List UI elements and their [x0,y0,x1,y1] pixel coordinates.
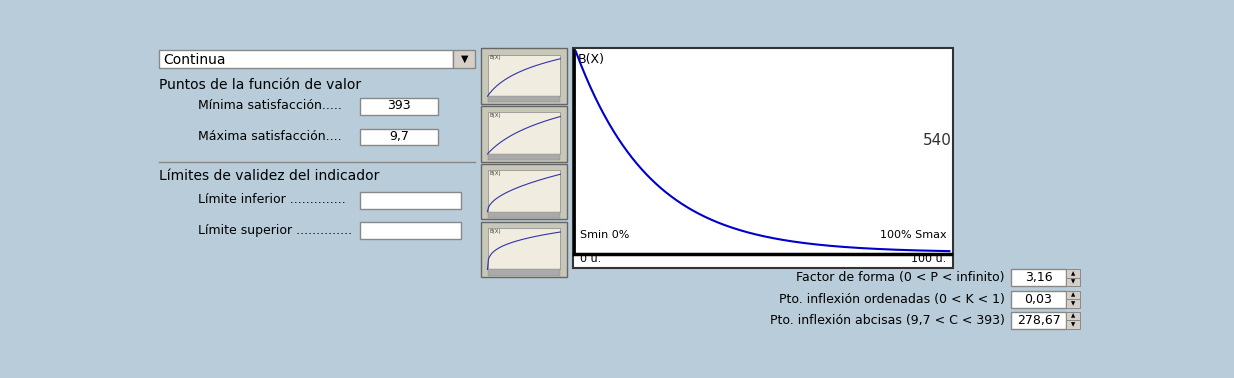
Text: B(X): B(X) [489,55,501,60]
Bar [481,48,566,104]
Bar [487,96,560,102]
Text: ▼: ▼ [1071,280,1076,285]
Bar [487,170,560,212]
Text: Límites de validez del indicador: Límites de validez del indicador [159,169,379,183]
Text: B(X): B(X) [489,113,501,118]
Bar [453,50,475,68]
Text: Mínima satisfacción.....: Mínima satisfacción..... [197,99,342,112]
Text: Pto. inflexión ordenadas (0 < K < 1): Pto. inflexión ordenadas (0 < K < 1) [779,293,1004,306]
Text: Smin 0%: Smin 0% [580,230,629,240]
Bar [1066,278,1081,287]
Bar [360,129,438,146]
Text: Límite inferior ..............: Límite inferior .............. [197,193,346,206]
Bar [481,164,566,219]
Bar [481,106,566,162]
Text: 100 u.: 100 u. [911,254,946,264]
Bar [1066,312,1081,320]
Text: 3,16: 3,16 [1024,271,1053,284]
Text: Máxima satisfacción....: Máxima satisfacción.... [197,130,342,143]
Bar [1011,270,1066,287]
Bar [487,154,560,160]
Text: Factor de forma (0 < P < infinito): Factor de forma (0 < P < infinito) [796,271,1004,284]
Text: ▼: ▼ [460,54,468,64]
Bar [1066,320,1081,329]
Text: Puntos de la función de valor: Puntos de la función de valor [159,78,362,92]
Text: 278,67: 278,67 [1017,314,1060,327]
Text: ▼: ▼ [1071,322,1076,327]
Text: B(X): B(X) [489,171,501,176]
Text: B(X): B(X) [489,229,501,234]
Bar [1066,291,1081,299]
Bar [360,223,462,239]
Bar [159,50,453,68]
Bar [573,48,953,268]
Text: 393: 393 [387,99,411,112]
Text: ▲: ▲ [1071,271,1076,276]
Text: ▼: ▼ [1071,301,1076,306]
Text: 100% Smax: 100% Smax [880,230,946,240]
Text: 9,7: 9,7 [389,130,410,143]
Bar [1011,312,1066,329]
Text: B(X): B(X) [578,53,605,66]
Bar [1066,299,1081,308]
Bar [487,112,560,154]
Bar [487,270,560,276]
Text: ▲: ▲ [1071,313,1076,319]
Text: Continua: Continua [164,53,226,67]
Text: 0,03: 0,03 [1024,293,1053,306]
Text: Pto. inflexión abcisas (9,7 < C < 393): Pto. inflexión abcisas (9,7 < C < 393) [770,314,1004,327]
Bar [360,98,438,115]
Text: Límite superior ..............: Límite superior .............. [197,224,352,237]
Bar [487,212,560,218]
Bar [487,54,560,96]
Bar [487,228,560,270]
Bar [1011,291,1066,308]
Bar [481,222,566,277]
Text: 0 u.: 0 u. [580,254,602,264]
Text: 540: 540 [923,133,951,148]
Bar [360,192,462,209]
Text: ▲: ▲ [1071,293,1076,298]
Bar [1066,270,1081,278]
